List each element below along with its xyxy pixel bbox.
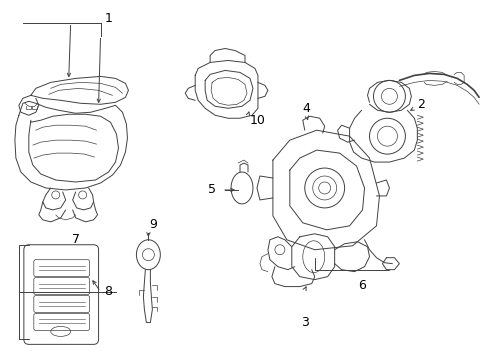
Text: 9: 9 [149,218,157,231]
Text: 10: 10 [250,114,266,127]
Text: 4: 4 [303,102,311,115]
Text: 1: 1 [104,12,113,25]
Text: 6: 6 [359,279,367,292]
Text: 2: 2 [417,98,425,111]
Text: 7: 7 [72,233,80,246]
Text: 8: 8 [104,285,113,298]
Text: 3: 3 [301,316,309,329]
Text: 5: 5 [208,184,216,197]
